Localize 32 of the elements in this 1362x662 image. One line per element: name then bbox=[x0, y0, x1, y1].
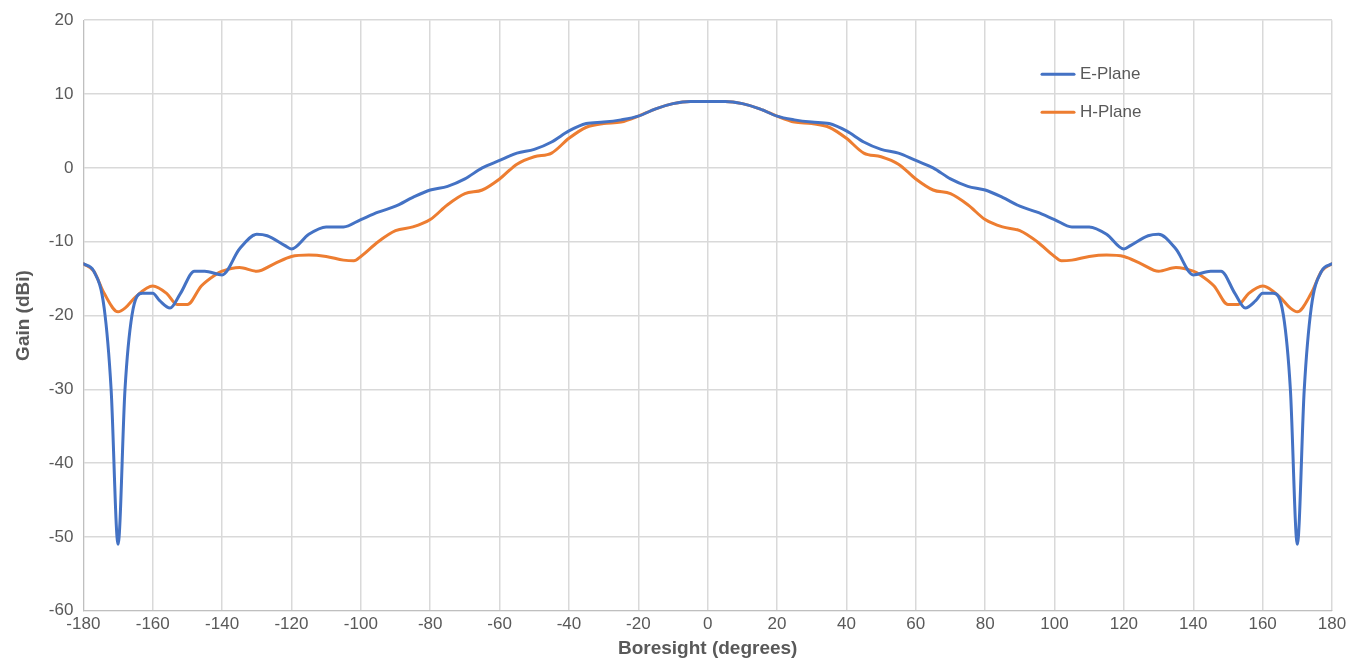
y-tick-label: 20 bbox=[54, 9, 74, 29]
x-tick-label: 60 bbox=[906, 613, 926, 633]
y-tick-label: -20 bbox=[48, 305, 74, 325]
x-tick-label: -100 bbox=[343, 613, 378, 633]
y-tick-label: -30 bbox=[48, 379, 74, 399]
y-tick-label: 0 bbox=[63, 157, 74, 177]
x-tick-label: 160 bbox=[1248, 613, 1277, 633]
y-tick-label: -10 bbox=[48, 231, 74, 251]
x-tick-label: -80 bbox=[417, 613, 443, 633]
x-tick-label: 120 bbox=[1109, 613, 1139, 633]
x-tick-label: -140 bbox=[205, 613, 240, 633]
x-tick-label: 180 bbox=[1317, 613, 1347, 633]
y-axis-title: Gain (dBi) bbox=[11, 270, 33, 361]
y-tick-label: -40 bbox=[48, 452, 74, 472]
x-tick-label: 20 bbox=[767, 613, 787, 633]
x-tick-label: 100 bbox=[1040, 613, 1069, 633]
x-tick-label: 40 bbox=[836, 613, 856, 633]
y-tick-label: -60 bbox=[48, 600, 74, 620]
legend-label: E-Plane bbox=[1080, 63, 1141, 83]
x-tick-label: 140 bbox=[1179, 613, 1208, 633]
x-tick-label: -120 bbox=[274, 613, 309, 633]
y-tick-label: -50 bbox=[48, 526, 74, 546]
x-tick-label: 0 bbox=[702, 613, 713, 633]
x-axis-title: Boresight (degrees) bbox=[617, 636, 798, 658]
line-series bbox=[83, 99, 1332, 546]
x-tick-label: -160 bbox=[135, 613, 170, 633]
x-tick-label: 80 bbox=[975, 613, 995, 633]
x-tick-label: -40 bbox=[556, 613, 582, 633]
x-tick-label: -60 bbox=[487, 613, 512, 633]
legend-label: H-Plane bbox=[1080, 101, 1142, 121]
y-tick-label: 10 bbox=[54, 83, 74, 103]
x-tick-label: -20 bbox=[626, 613, 651, 633]
